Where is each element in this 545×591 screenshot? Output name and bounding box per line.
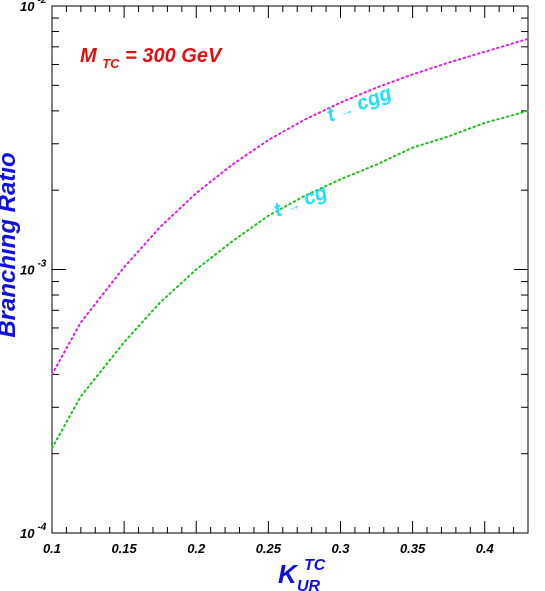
x-tick-label: 0.35 — [400, 541, 426, 556]
label-t-cgg-rest: cgg — [354, 82, 395, 115]
x-tick-label: 0.3 — [331, 541, 350, 556]
x-tick-label: 0.15 — [111, 541, 137, 556]
y-axis-ticks: 10-4 10-3 10-2 — [20, 0, 528, 541]
y-axis-title: Branching Ratio — [0, 152, 21, 337]
mass-annotation: M TC = 300 GeV — [80, 45, 223, 73]
svg-text:t → cg: t → cg — [271, 181, 330, 221]
label-t-cg: t → cg — [271, 181, 330, 221]
mass-annotation-sub: TC — [102, 56, 120, 71]
x-tick-label: 0.4 — [476, 541, 495, 556]
mass-annotation-main: M — [80, 45, 98, 67]
svg-text:t → cgg: t → cgg — [324, 82, 395, 127]
y-tick-label: 10 -4 — [20, 522, 47, 541]
y-tick-label: 10 -2 — [20, 0, 47, 14]
series-line-t-cg — [51, 109, 529, 450]
x-axis-title-main: K — [278, 559, 299, 589]
plot-frame — [51, 5, 529, 534]
x-tick-label: 0.2 — [187, 541, 206, 556]
label-t-cg-arrow: → — [284, 195, 303, 215]
x-axis-title-sup: TC — [304, 557, 326, 574]
label-t-cgg-arrow: → — [337, 100, 356, 120]
x-axis-ticks: 0.1 0.15 0.2 0.25 0.3 0.35 0.4 — [43, 6, 529, 556]
x-axis-title: K TC UR — [278, 546, 333, 591]
label-t-cgg: t → cgg — [324, 82, 395, 127]
x-tick-label: 0.25 — [256, 541, 282, 556]
y-tick-label: 10 -3 — [20, 259, 47, 278]
mass-annotation-rest: = 300 GeV — [125, 45, 223, 67]
x-axis-title-sub: UR — [297, 578, 321, 591]
series-lines — [51, 37, 529, 450]
x-tick-label: 0.1 — [43, 541, 61, 556]
